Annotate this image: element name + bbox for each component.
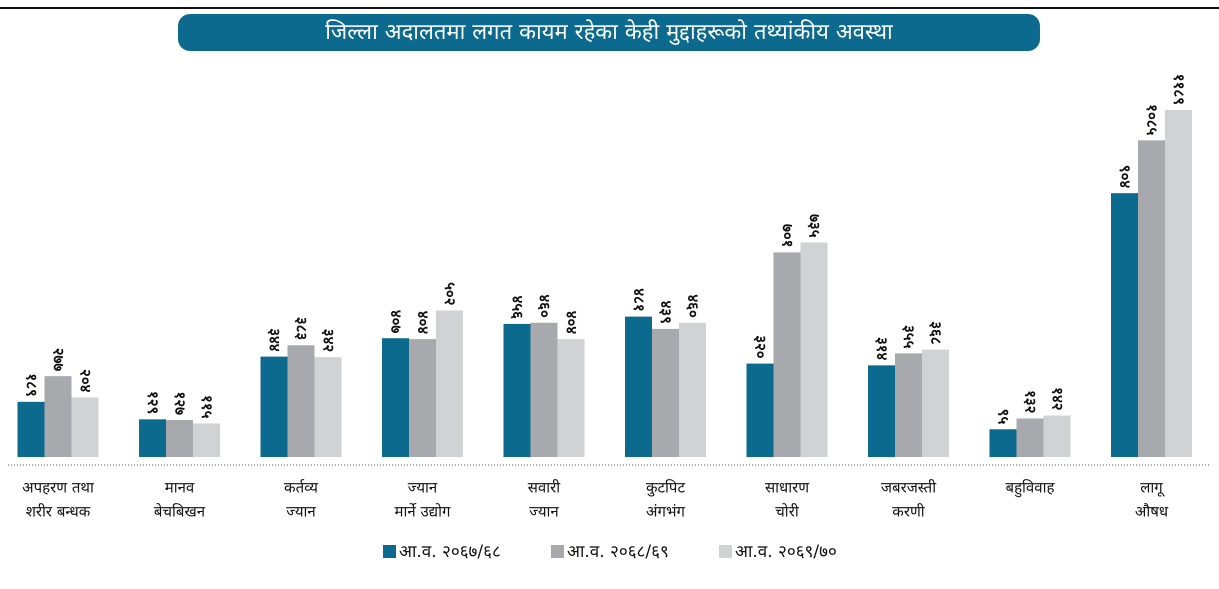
value-label: १२७ (171, 392, 189, 416)
legend-swatch (719, 545, 732, 558)
bar (746, 363, 774, 457)
bar (652, 328, 679, 457)
x-tick-label: अपहरण तथा (22, 479, 95, 497)
bar (44, 376, 72, 457)
value-label: ७३५ (806, 214, 824, 238)
value-label: ४०४ (563, 311, 581, 335)
bar (530, 322, 558, 457)
bar (625, 316, 652, 457)
value-label: ५०२ (441, 282, 459, 305)
x-tick-label: औषध (1135, 503, 1169, 521)
value-label: ३२० (752, 335, 770, 359)
value-label: ४६० (536, 294, 554, 318)
legend-swatch (551, 545, 564, 558)
bar (17, 401, 45, 457)
bar (922, 349, 949, 457)
value-label: १०८५ (1143, 104, 1161, 135)
x-tick-label: करणी (892, 503, 926, 521)
bar (773, 252, 801, 457)
x-tick-label: ज्यान (529, 503, 559, 521)
bar (895, 353, 922, 457)
bar (503, 323, 531, 457)
x-tick-label: बहुविवाह (1006, 479, 1056, 498)
value-label: ३१४ (873, 337, 891, 361)
value-label: ३४२ (320, 329, 338, 352)
x-tick-label: मार्ने उद्योग (395, 503, 452, 521)
title-banner (178, 14, 1040, 51)
bar (382, 338, 409, 457)
legend-swatch (383, 545, 396, 558)
x-tick-label: अंगभंग (646, 503, 685, 521)
value-label: ३६८ (927, 321, 945, 345)
value-label: १२९ (144, 391, 162, 414)
bar (409, 339, 436, 457)
value-label: ३५५ (900, 325, 918, 349)
legend-label: आ.व. २०६८/६९ (567, 542, 669, 562)
bar (557, 339, 585, 457)
value-label: ३४४ (266, 328, 284, 352)
bar (166, 419, 193, 457)
bar (287, 345, 315, 457)
x-tick-label: कर्तव्य (284, 479, 319, 497)
bar (139, 419, 166, 457)
bar (260, 356, 288, 457)
x-tick-label: सवारी (528, 479, 562, 497)
chart-title: जिल्ला अदालतमा लगत कायम रहेका केही मुद्द… (325, 19, 893, 45)
value-label: ११५ (198, 395, 216, 419)
bar (1111, 193, 1138, 458)
x-tick-label: बेचबिखन (154, 503, 206, 521)
x-tick-label: ज्यान (408, 479, 438, 497)
value-label: १८९ (23, 373, 41, 396)
value-label: २०४ (77, 369, 95, 393)
x-tick-label: साधारण (765, 479, 810, 497)
bar (1043, 415, 1071, 457)
bar (314, 357, 342, 457)
x-tick-label: मानव (165, 479, 195, 497)
legend-label: आ.व. २०६९/७० (735, 542, 837, 562)
x-tick-label: कुटपिट (646, 479, 685, 498)
bar (71, 397, 99, 457)
bar (1165, 110, 1192, 457)
bar (436, 310, 463, 457)
value-label: ४०४ (414, 311, 432, 335)
x-tick-label: लागू (1140, 479, 1165, 498)
value-label: ९५ (995, 409, 1013, 425)
value-label: ४५६ (509, 296, 527, 320)
value-label: ३८३ (293, 317, 311, 340)
x-tick-label: जबरजस्ती (881, 479, 937, 497)
x-tick-label: चोरी (775, 503, 800, 521)
bar (1138, 140, 1165, 457)
value-label: २७७ (50, 348, 68, 372)
value-label: १३२ (1022, 390, 1040, 413)
x-tick-label: शरीर बन्धक (26, 503, 91, 521)
value-label: ४३९ (657, 300, 675, 323)
x-tick-label: ज्यान (286, 503, 316, 521)
value-label: ९०४ (1116, 165, 1134, 189)
bar (800, 242, 828, 457)
bar (868, 365, 895, 457)
bar (679, 322, 706, 457)
bar (193, 423, 220, 457)
value-label: ११८९ (1170, 74, 1188, 105)
bar (989, 429, 1017, 457)
legend-label: आ.व. २०६७/६८ (399, 542, 501, 562)
value-label: १४२ (1049, 387, 1067, 410)
value-label: ४०७ (387, 310, 405, 334)
value-label: ४६० (684, 294, 702, 318)
value-label: ४८१ (630, 288, 648, 311)
bar (1016, 418, 1044, 457)
value-label: ७०१ (779, 224, 797, 247)
